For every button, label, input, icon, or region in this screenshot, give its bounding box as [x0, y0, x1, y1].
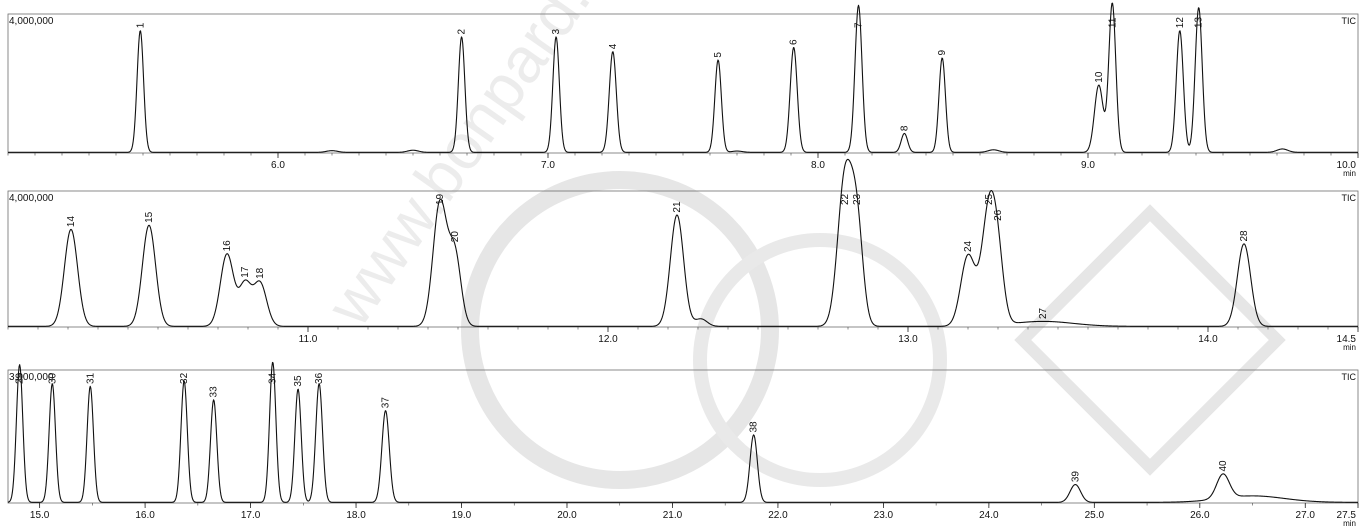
x-unit-label: min — [1343, 519, 1356, 528]
peak-label: 18 — [255, 267, 266, 279]
peak-label: 27 — [1038, 307, 1049, 319]
x-tick-label: 14.5 — [1337, 334, 1357, 345]
x-tick-label: 19.0 — [452, 510, 472, 521]
peak-label: 17 — [240, 266, 251, 278]
plot-frame — [7, 13, 1359, 154]
peak-label: 23 — [852, 193, 863, 205]
y-max-label: 4,000,000 — [9, 193, 54, 204]
x-tick-label: 18.0 — [346, 510, 366, 521]
x-unit-label: min — [1343, 343, 1356, 352]
peak-label: 1 — [135, 22, 146, 28]
peak-label: 31 — [85, 372, 96, 384]
x-tick-label: 24.0 — [979, 510, 999, 521]
tic-trace — [8, 158, 1358, 327]
peak-label: 9 — [937, 50, 948, 56]
watermark-diamond — [1014, 204, 1286, 476]
peak-label: 35 — [293, 375, 304, 387]
peak-label: 8 — [899, 125, 910, 131]
peak-label: 12 — [1175, 17, 1186, 29]
peak-label: 7 — [854, 22, 865, 28]
x-tick-label: 15.0 — [30, 510, 50, 521]
chromatogram-panel-3: 3,000,000 TIC 15.0 16.0 17.0 18.0 19.0 20.0 21.0… — [7, 361, 1359, 528]
peak-label: 3 — [551, 29, 562, 35]
tic-trace — [8, 2, 1358, 153]
peak-label: 39 — [1070, 471, 1081, 483]
peak-label: 14 — [66, 216, 77, 228]
watermark-circle — [693, 233, 947, 487]
trace-label: TIC — [1342, 193, 1357, 203]
x-tick-label: 7.0 — [541, 160, 555, 171]
x-tick-label: 20.0 — [557, 510, 577, 521]
peak-label: 5 — [713, 52, 724, 58]
peak-label: 26 — [993, 209, 1004, 221]
peak-label: 15 — [144, 211, 155, 223]
watermark-circle — [461, 171, 779, 489]
x-tick-label: 13.0 — [898, 334, 918, 345]
peak-label: 38 — [749, 421, 760, 433]
plot-frame — [7, 369, 1359, 504]
x-tick-label: 8.0 — [811, 160, 825, 171]
peak-label: 33 — [209, 386, 220, 398]
x-tick-label: 23.0 — [874, 510, 894, 521]
x-tick-label: 21.0 — [663, 510, 683, 521]
peak-label: 19 — [435, 193, 446, 205]
x-tick-label: 26.0 — [1190, 510, 1210, 521]
peak-label: 29 — [15, 372, 26, 384]
peak-label: 13 — [1194, 16, 1205, 28]
peak-label: 21 — [672, 201, 683, 213]
peak-label: 25 — [984, 193, 995, 205]
peak-label: 2 — [457, 29, 468, 35]
peak-label: 10 — [1094, 71, 1105, 83]
peak-label: 20 — [450, 231, 461, 243]
peak-label: 11 — [1107, 17, 1118, 28]
peak-label: 34 — [268, 372, 279, 384]
x-tick-label: 9.0 — [1081, 160, 1095, 171]
peak-label: 6 — [789, 39, 800, 45]
x-tick-label: 27.0 — [1296, 510, 1316, 521]
peak-label: 37 — [381, 397, 392, 409]
trace-label: TIC — [1342, 372, 1357, 382]
y-max-label: 3,000,000 — [9, 372, 54, 383]
x-tick-label: 11.0 — [299, 334, 318, 345]
x-tick-label: 27.5 — [1337, 510, 1357, 521]
peak-label: 4 — [608, 43, 619, 49]
peak-label: 36 — [314, 372, 325, 384]
peak-label: 32 — [179, 372, 190, 384]
x-tick-label: 14.0 — [1198, 334, 1218, 345]
x-unit-label: min — [1343, 169, 1356, 178]
x-tick-label: 6.0 — [271, 160, 285, 171]
x-tick-label: 17.0 — [241, 510, 261, 521]
peak-label: 24 — [963, 240, 974, 252]
x-tick-label: 12.0 — [598, 334, 618, 345]
trace-label: TIC — [1342, 16, 1357, 26]
y-max-label: 4,000,000 — [9, 16, 54, 27]
peak-label: 16 — [222, 240, 233, 252]
x-tick-label: 16.0 — [135, 510, 155, 521]
plot-frame — [7, 190, 1359, 328]
peak-label: 28 — [1239, 230, 1250, 242]
x-tick-label: 22.0 — [768, 510, 788, 521]
peak-label: 22 — [840, 193, 851, 205]
peak-label: 40 — [1218, 460, 1229, 472]
x-tick-label: 10.0 — [1337, 160, 1357, 171]
x-tick-label: 25.0 — [1085, 510, 1105, 521]
tic-trace — [7, 361, 1358, 503]
peak-label: 30 — [47, 372, 58, 384]
